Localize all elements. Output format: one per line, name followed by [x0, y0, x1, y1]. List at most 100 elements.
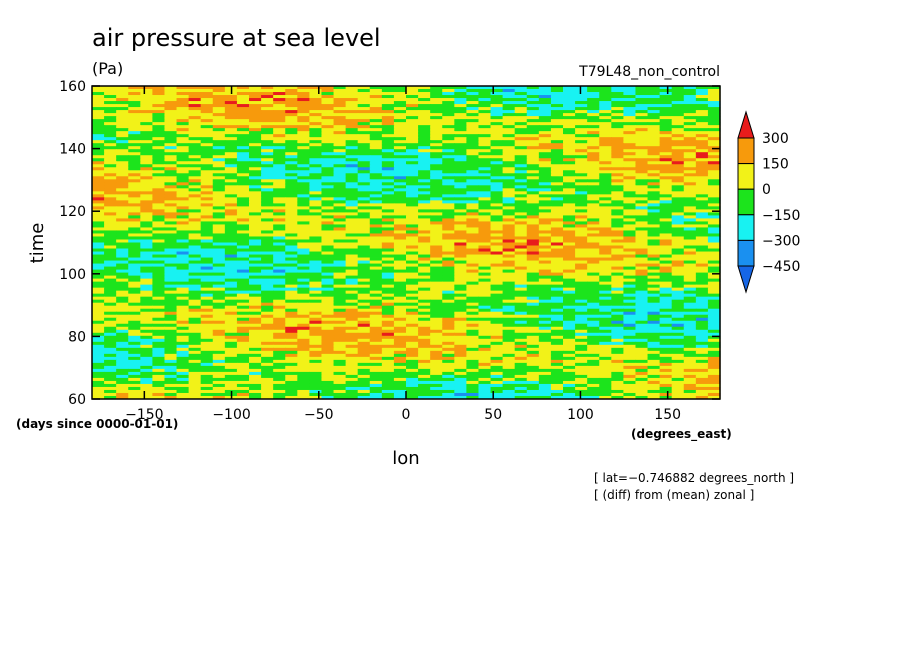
heatmap-cell [514, 149, 528, 153]
heatmap-cell [538, 188, 552, 192]
heatmap-cell [599, 146, 612, 150]
heatmap-cell [128, 164, 141, 168]
heatmap-cell [309, 206, 323, 210]
heatmap-cell [321, 338, 335, 343]
heatmap-cell [659, 188, 673, 192]
heatmap-cell [321, 344, 335, 349]
heatmap-cell [707, 86, 721, 90]
heatmap-cell [563, 308, 576, 313]
heatmap-cell [236, 338, 250, 343]
heatmap-cell [140, 356, 153, 361]
heatmap-cell [695, 308, 709, 313]
heatmap-cell [611, 299, 624, 304]
heatmap-cell [285, 347, 298, 352]
heatmap-cell [599, 158, 612, 162]
heatmap-cell [152, 182, 166, 186]
heatmap-cell [647, 248, 661, 252]
heatmap-cell [92, 167, 105, 171]
heatmap-cell [116, 272, 129, 277]
heatmap-cell [104, 182, 117, 186]
heatmap-cell [683, 203, 697, 207]
heatmap-cell [418, 110, 431, 114]
heatmap-cell [406, 338, 419, 343]
heatmap-cell [369, 233, 383, 237]
heatmap-cell [442, 128, 455, 132]
heatmap-cell [176, 125, 190, 129]
heatmap-cell [538, 332, 552, 337]
heatmap-cell [623, 134, 637, 138]
heatmap-cell [550, 260, 564, 264]
heatmap-cell [297, 329, 310, 334]
heatmap-cell [575, 125, 588, 129]
heatmap-cell [236, 146, 250, 150]
heatmap-cell [393, 185, 407, 189]
heatmap-cell [635, 161, 649, 165]
heatmap-cell [587, 212, 600, 216]
heatmap-cell [345, 329, 359, 334]
heatmap-cell [357, 275, 371, 280]
heatmap-cell [418, 221, 431, 225]
heatmap-cell [695, 218, 709, 222]
heatmap-cell [695, 245, 709, 249]
heatmap-cell [321, 155, 335, 159]
heatmap-cell [188, 107, 202, 111]
heatmap-cell [309, 245, 323, 249]
heatmap-cell [635, 182, 649, 186]
heatmap-cell [224, 140, 238, 144]
heatmap-cell [502, 257, 516, 261]
heatmap-cell [176, 134, 190, 138]
heatmap-cell [321, 281, 335, 286]
heatmap-cell [393, 89, 407, 93]
heatmap-cell [200, 125, 214, 129]
heatmap-cell [707, 92, 721, 96]
heatmap-cell [442, 98, 455, 102]
heatmap-cell [418, 203, 431, 207]
heatmap-cell [297, 281, 310, 286]
heatmap-cell [393, 233, 407, 237]
heatmap-cell [406, 305, 419, 310]
heatmap-cell [406, 158, 419, 162]
heatmap-cell [683, 131, 697, 135]
heatmap-cell [309, 254, 323, 258]
heatmap-cell [164, 266, 178, 270]
heatmap-cell [418, 197, 431, 201]
heatmap-cell [357, 209, 371, 213]
heatmap-cell [104, 185, 117, 189]
heatmap-cell [369, 86, 383, 90]
heatmap-cell [502, 167, 516, 171]
heatmap-cell [200, 155, 214, 159]
heatmap-cell [683, 107, 697, 111]
heatmap-cell [683, 155, 697, 159]
heatmap-cell [273, 92, 286, 96]
heatmap-cell [526, 104, 540, 108]
heatmap-cell [200, 134, 214, 138]
heatmap-cell [623, 212, 637, 216]
heatmap-cell [623, 209, 637, 213]
heatmap-cell [285, 245, 298, 249]
heatmap-cell [502, 182, 516, 186]
heatmap-cell [683, 284, 697, 289]
heatmap-cell [418, 368, 431, 373]
heatmap-cell [454, 218, 467, 222]
heatmap-cell [635, 164, 649, 168]
heatmap-cell [599, 356, 612, 361]
heatmap-cell [321, 95, 335, 99]
heatmap-cell [623, 176, 637, 180]
heatmap-cell [309, 299, 323, 304]
heatmap-cell [128, 197, 141, 201]
heatmap-cell [466, 239, 480, 243]
heatmap-cell [659, 209, 673, 213]
heatmap-cell [526, 221, 540, 225]
heatmap-cell [176, 305, 190, 310]
heatmap-cell [285, 227, 298, 231]
heatmap-cell [707, 203, 721, 207]
heatmap-cell [357, 242, 371, 246]
heatmap-cell [611, 257, 624, 261]
heatmap-cell [538, 212, 552, 216]
heatmap-cell [393, 92, 407, 96]
heatmap-cell [635, 236, 649, 240]
heatmap-cell [357, 290, 371, 295]
heatmap-cell [418, 128, 431, 132]
heatmap-cell [321, 335, 335, 340]
heatmap-cell [369, 98, 383, 102]
